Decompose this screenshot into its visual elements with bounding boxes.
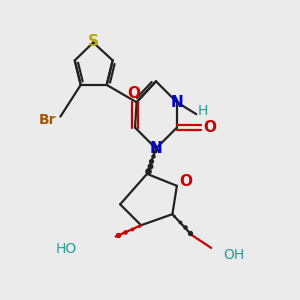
Text: O: O bbox=[203, 120, 216, 135]
Text: O: O bbox=[127, 86, 140, 101]
Text: O: O bbox=[179, 174, 192, 189]
Text: HO: HO bbox=[56, 242, 77, 256]
Text: Br: Br bbox=[39, 113, 57, 127]
Text: N: N bbox=[170, 95, 183, 110]
Text: S: S bbox=[88, 34, 99, 49]
Text: OH: OH bbox=[223, 248, 244, 262]
Text: N: N bbox=[150, 141, 162, 156]
Text: H: H bbox=[198, 104, 208, 118]
